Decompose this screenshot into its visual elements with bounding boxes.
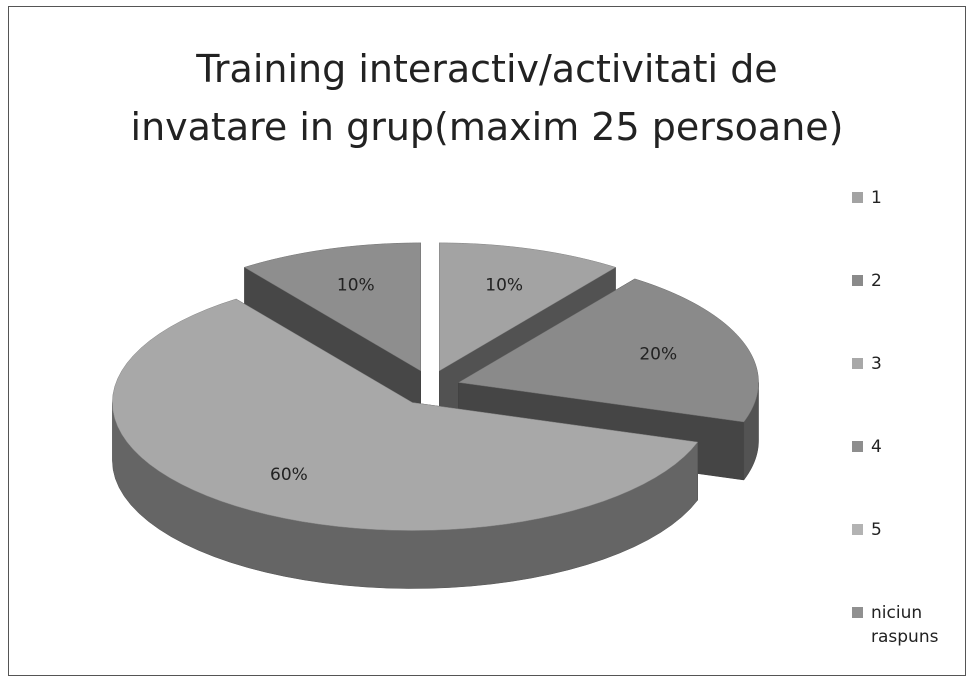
data-label: 20% (639, 345, 677, 365)
legend-swatch (852, 275, 863, 286)
chart-border (8, 6, 966, 676)
legend-swatch (852, 607, 863, 618)
slice (457, 278, 759, 423)
legend-label: 5 (871, 520, 882, 540)
legend-label: 2 (871, 271, 882, 291)
legend-swatch (852, 524, 863, 535)
legend-item: 5 (852, 518, 952, 542)
legend-label: 3 (871, 354, 882, 374)
legend-label: 1 (871, 188, 882, 208)
legend-item: 1 (852, 186, 952, 210)
legend-swatch (852, 192, 863, 203)
data-label: 60% (270, 465, 308, 485)
legend-item: niciun raspuns (852, 601, 952, 649)
slice (243, 242, 421, 372)
legend-item: 3 (852, 352, 952, 376)
legend-item: 4 (852, 435, 952, 459)
legend-label: niciun raspuns (871, 603, 939, 647)
data-label: 10% (485, 276, 523, 296)
legend-label: 4 (871, 437, 882, 457)
legend-swatch (852, 441, 863, 452)
data-label: 10% (337, 276, 375, 296)
slice (112, 298, 699, 531)
slice (439, 242, 617, 372)
chart-title: Training interactiv/activitati de invata… (130, 47, 844, 149)
legend-item: 2 (852, 269, 952, 293)
legend-swatch (852, 358, 863, 369)
